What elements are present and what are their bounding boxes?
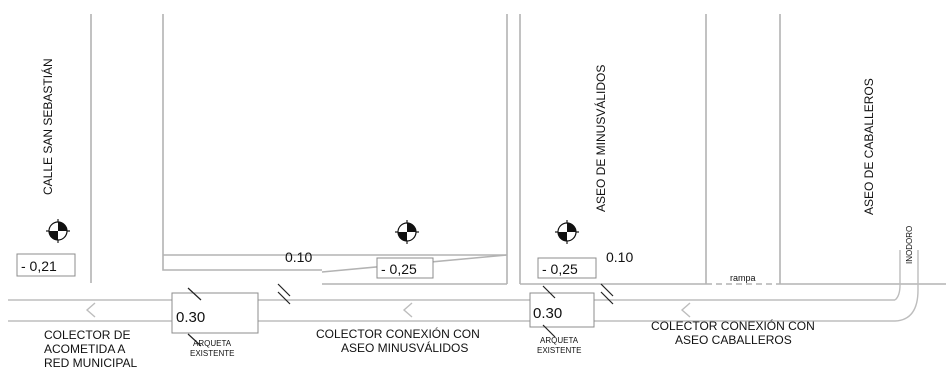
- walls: [90, 14, 946, 285]
- arqueta-2-label1: ARQUETA: [540, 336, 579, 345]
- flow-arrow-3: [680, 302, 691, 318]
- colector-minus-line1: COLECTOR CONEXIÓN CON: [316, 326, 480, 341]
- room-label-minusvalidos: ASEO DE MINUSVÁLIDOS: [593, 65, 608, 212]
- arqueta-1-value: 0.30: [176, 309, 205, 326]
- level-marker-1: [46, 219, 70, 243]
- colector-cab-line1: COLECTOR CONEXIÓN CON: [651, 318, 815, 333]
- level-calle-value: - 0,21: [21, 258, 57, 274]
- level-marker-2: [395, 220, 419, 244]
- colector-red-line2: ACOMETIDA A: [44, 342, 125, 356]
- inodoro-label: INODORO: [905, 226, 914, 264]
- colector-red-line3: RED MUNICIPAL: [44, 356, 137, 368]
- flow-arrow-2: [402, 302, 413, 318]
- wall-middle-room: [162, 14, 322, 271]
- collector-pipes: [8, 250, 919, 322]
- colector-red-line1: COLECTOR DE: [44, 328, 130, 342]
- rampa-label: rampa: [730, 273, 756, 283]
- colector-cab-line2: ASEO CABALLEROS: [675, 333, 792, 347]
- dim-value-2: 0.10: [606, 249, 633, 265]
- arqueta-1-label2: EXISTENTE: [190, 349, 234, 358]
- pipe-bend-outer: [894, 250, 919, 322]
- room-label-calle: CALLE SAN SEBASTIÁN: [40, 58, 55, 195]
- arqueta-2-value: 0.30: [533, 305, 562, 322]
- pipe-bend-inner: [894, 250, 901, 301]
- level-minusvalidos-value: - 0,25: [542, 261, 578, 277]
- level-middle: - 0,25: [376, 257, 434, 279]
- arqueta-1-label1: ARQUETA: [193, 339, 232, 348]
- dimension-ticks: [277, 283, 614, 305]
- colector-minus-line2: ASEO MINUSVÁLIDOS: [341, 340, 468, 355]
- arqueta-1: 0.30 ARQUETA EXISTENTE: [171, 287, 259, 358]
- dim-value-1: 0.10: [285, 249, 312, 265]
- flow-arrow-1: [85, 302, 96, 318]
- level-calle: - 0,21: [16, 253, 76, 277]
- arqueta-2: 0.30 ARQUETA EXISTENTE: [529, 285, 595, 355]
- room-label-caballeros: ASEO DE CABALLEROS: [862, 78, 876, 215]
- arqueta-2-label2: EXISTENTE: [537, 346, 581, 355]
- level-minusvalidos: - 0,25: [537, 257, 597, 279]
- level-marker-3: [555, 220, 579, 244]
- level-middle-value: - 0,25: [381, 261, 417, 277]
